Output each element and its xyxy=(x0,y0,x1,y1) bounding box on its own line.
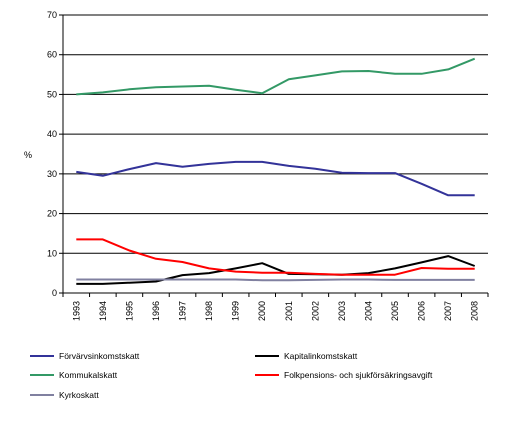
series-line-2 xyxy=(76,255,476,285)
y-tick-label: 70 xyxy=(47,10,57,20)
y-tick-label: 20 xyxy=(47,209,57,219)
x-tick-label: 1995 xyxy=(124,301,134,321)
y-tick-label: 30 xyxy=(47,169,57,179)
x-tick-label: 1993 xyxy=(71,301,81,321)
y-tick-label: 0 xyxy=(52,288,57,298)
series-lines xyxy=(76,57,476,285)
x-tick-label: 1998 xyxy=(204,301,214,321)
x-tick-label: 2006 xyxy=(417,301,427,321)
x-tick-label: 2004 xyxy=(363,301,373,321)
x-tick-label: 2001 xyxy=(284,301,294,321)
x-tick-label: 2007 xyxy=(443,301,453,321)
x-tick-label: 1997 xyxy=(178,301,188,321)
x-tick-label: 1994 xyxy=(98,301,108,321)
x-tick-label: 1996 xyxy=(151,301,161,321)
x-tick-label: 1999 xyxy=(231,301,241,321)
gridlines xyxy=(63,14,488,254)
x-tick-label: 2005 xyxy=(390,301,400,321)
series-line-4 xyxy=(76,238,475,276)
x-tick-label: 2002 xyxy=(310,301,320,321)
x-tick-label: 2000 xyxy=(257,301,267,321)
y-tick-label: 50 xyxy=(47,89,57,99)
y-tick-label: 40 xyxy=(47,129,57,139)
y-tick-labels: 0 10 20 30 40 50 60 70 xyxy=(47,10,57,298)
series-line-1 xyxy=(76,160,475,197)
x-tick-label: 2003 xyxy=(337,301,347,321)
y-tick-label: 60 xyxy=(47,50,57,60)
series-line-5 xyxy=(76,278,475,282)
y-tick-label: 10 xyxy=(47,248,57,258)
x-tick-labels: 1993 1994 1995 1996 1997 1998 1999 2000 2001 2002… xyxy=(71,301,479,321)
x-tick-label: 2008 xyxy=(470,301,480,321)
y-axis-label: % xyxy=(24,150,32,160)
axes xyxy=(59,14,489,297)
series-line-3 xyxy=(76,57,476,96)
